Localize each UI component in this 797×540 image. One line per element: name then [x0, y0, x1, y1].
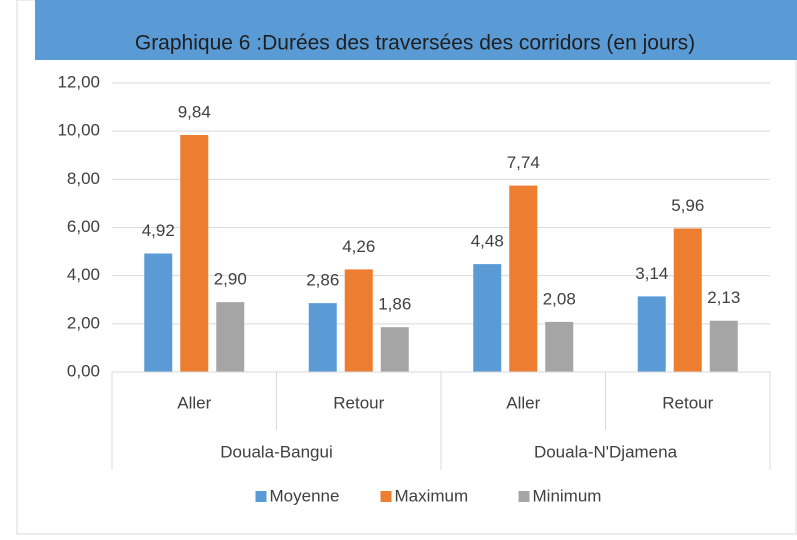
y-tick-label: 8,00: [67, 169, 100, 188]
value-label: 5,96: [671, 196, 704, 215]
legend-label: Maximum: [395, 486, 469, 505]
group-label: Douala-N'Djamena: [534, 442, 678, 461]
bar: [344, 269, 373, 372]
legend-swatch: [518, 491, 530, 502]
bar: [380, 327, 409, 372]
bar: [509, 185, 538, 372]
bar: [180, 135, 209, 372]
legend-swatch: [380, 491, 392, 502]
x-tick-label: Aller: [177, 393, 211, 412]
value-label: 2,13: [707, 288, 740, 307]
bar: [144, 253, 173, 372]
value-label: 4,26: [342, 237, 375, 256]
value-label: 4,92: [142, 221, 175, 240]
x-tick-label: Retour: [333, 393, 384, 412]
y-tick-label: 2,00: [67, 313, 100, 332]
y-tick-label: 4,00: [67, 265, 100, 284]
bar: [709, 320, 738, 372]
chart-title: Graphique 6 :Durées des traversées des c…: [135, 32, 695, 55]
x-tick-label: Aller: [506, 393, 540, 412]
bar: [216, 302, 245, 372]
bar: [545, 321, 574, 372]
value-label: 2,86: [306, 271, 339, 290]
value-label: 9,84: [178, 103, 211, 122]
legend-label: Moyenne: [270, 486, 340, 505]
title-band: [35, 0, 797, 60]
value-label: 3,14: [635, 264, 668, 283]
y-tick-label: 10,00: [57, 121, 100, 140]
bar: [308, 303, 337, 372]
value-label: 4,48: [471, 232, 504, 251]
legend-label: Minimum: [533, 486, 602, 505]
group-label: Douala-Bangui: [220, 442, 332, 461]
y-tick-label: 12,00: [57, 72, 100, 91]
value-label: 2,90: [214, 270, 247, 289]
bar: [473, 264, 502, 372]
bar: [673, 228, 702, 372]
y-tick-label: 0,00: [67, 361, 100, 380]
value-label: 2,08: [543, 289, 576, 308]
value-label: 1,86: [378, 295, 411, 314]
x-tick-label: Retour: [662, 393, 713, 412]
legend-swatch: [255, 491, 267, 502]
bar: [637, 296, 666, 372]
y-tick-label: 6,00: [67, 217, 100, 236]
value-label: 7,74: [507, 153, 540, 172]
